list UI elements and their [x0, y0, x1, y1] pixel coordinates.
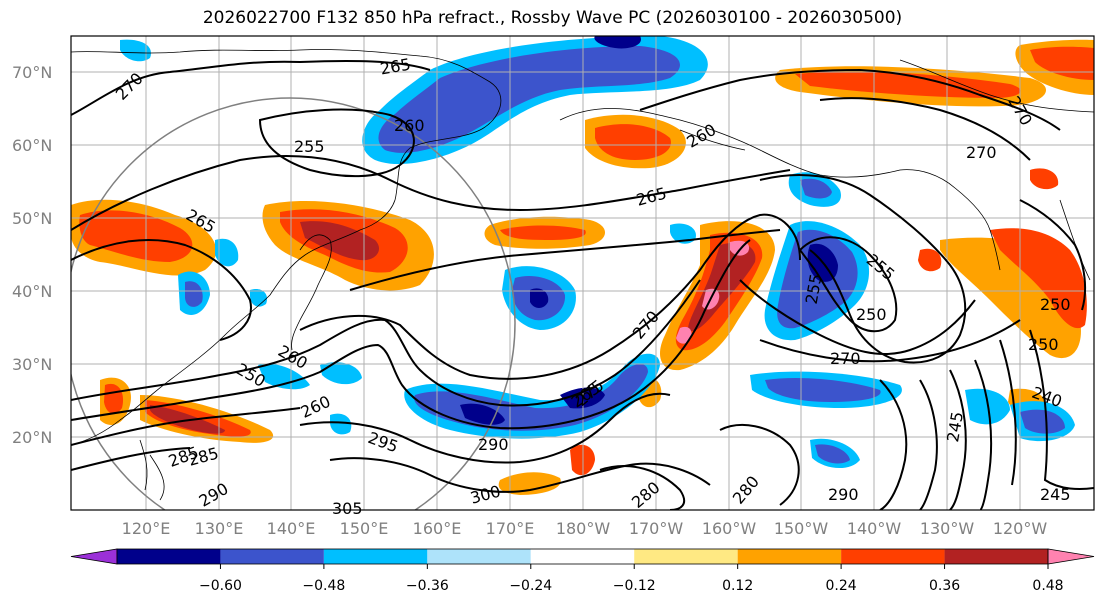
lat-label: 40°N	[12, 282, 52, 301]
lat-label: 50°N	[12, 209, 52, 228]
lon-label: 160°W	[702, 519, 757, 538]
lon-label: 150°E	[340, 519, 389, 538]
lon-label: 170°E	[486, 519, 535, 538]
contour-label: 270	[966, 143, 997, 162]
lat-label: 70°N	[12, 63, 52, 82]
reference-circle	[71, 97, 516, 510]
contour-label: 290	[478, 435, 509, 454]
colorbar-swatch	[323, 549, 428, 564]
colorbar-swatch	[220, 549, 324, 564]
latitude-labels: 70°N 60°N 50°N 40°N 30°N 20°N	[12, 63, 52, 447]
colorbar-swatch	[117, 549, 221, 564]
longitude-labels: 120°E 130°E 140°E 150°E 160°E 170°E 180°…	[122, 519, 1048, 538]
coastlines	[71, 49, 1094, 501]
colorbar-frame	[116, 548, 1049, 565]
lat-label: 30°N	[12, 355, 52, 374]
map-title: 2026022700 F132 850 hPa refract., Rossby…	[202, 8, 903, 28]
colorbar-swatch	[944, 549, 1048, 564]
lon-label: 180°W	[556, 519, 611, 538]
lon-label: 120°W	[993, 519, 1048, 538]
colorbar-swatch	[737, 549, 842, 564]
gridlines	[71, 36, 1094, 510]
lon-label: 140°W	[847, 519, 902, 538]
contour-label: 270	[830, 349, 861, 368]
colorbar-tick-label: −0.48	[302, 578, 345, 594]
colorbar-tick-label: −0.12	[613, 578, 656, 594]
colorbar-swatch	[841, 549, 945, 564]
contour-label: 250	[1040, 295, 1071, 314]
lon-label: 140°E	[267, 519, 316, 538]
colorbar-extend-high	[1047, 548, 1095, 565]
lat-label: 20°N	[12, 428, 52, 447]
lon-label: 120°E	[122, 519, 171, 538]
colorbar-tick-label: 0.48	[1032, 578, 1063, 594]
contour-label: 250	[1028, 335, 1059, 354]
lon-label: 150°W	[774, 519, 829, 538]
lon-label: 130°W	[920, 519, 975, 538]
contour-label: 305	[332, 499, 363, 518]
contour-label: 290	[828, 485, 859, 504]
colorbar-swatch	[427, 549, 531, 564]
lon-label: 160°E	[413, 519, 462, 538]
lon-label: 170°W	[629, 519, 684, 538]
colorbar-tick-label: 0.24	[826, 578, 857, 594]
colorbar-swatch	[634, 549, 738, 564]
contour-label: 245	[1040, 485, 1071, 504]
colorbar-tick-label: −0.36	[406, 578, 449, 594]
colorbar-extend-low	[70, 548, 118, 565]
contour-label: 260	[394, 116, 425, 135]
positive-shading	[71, 39, 1094, 495]
lon-label: 130°E	[195, 519, 244, 538]
colorbar-tick-label: 0.12	[722, 578, 753, 594]
refractivity-contours	[71, 59, 1094, 510]
contour-label: 255	[294, 137, 325, 156]
colorbar-swatch	[530, 549, 635, 564]
map-panel: 270 265 260 255 265 265 260 270 270 255 …	[70, 35, 1095, 518]
lat-label: 60°N	[12, 136, 52, 155]
colorbar: −0.60 −0.48 −0.36 −0.24 −0.12 0.12 0.24 0.36 0.4…	[70, 548, 1095, 594]
colorbar-tick-label: 0.36	[929, 578, 960, 594]
colorbar-tick-label: −0.24	[509, 578, 552, 594]
negative-shading	[120, 36, 1075, 469]
contour-label: 250	[856, 305, 887, 324]
colorbar-tick-label: −0.60	[199, 578, 242, 594]
